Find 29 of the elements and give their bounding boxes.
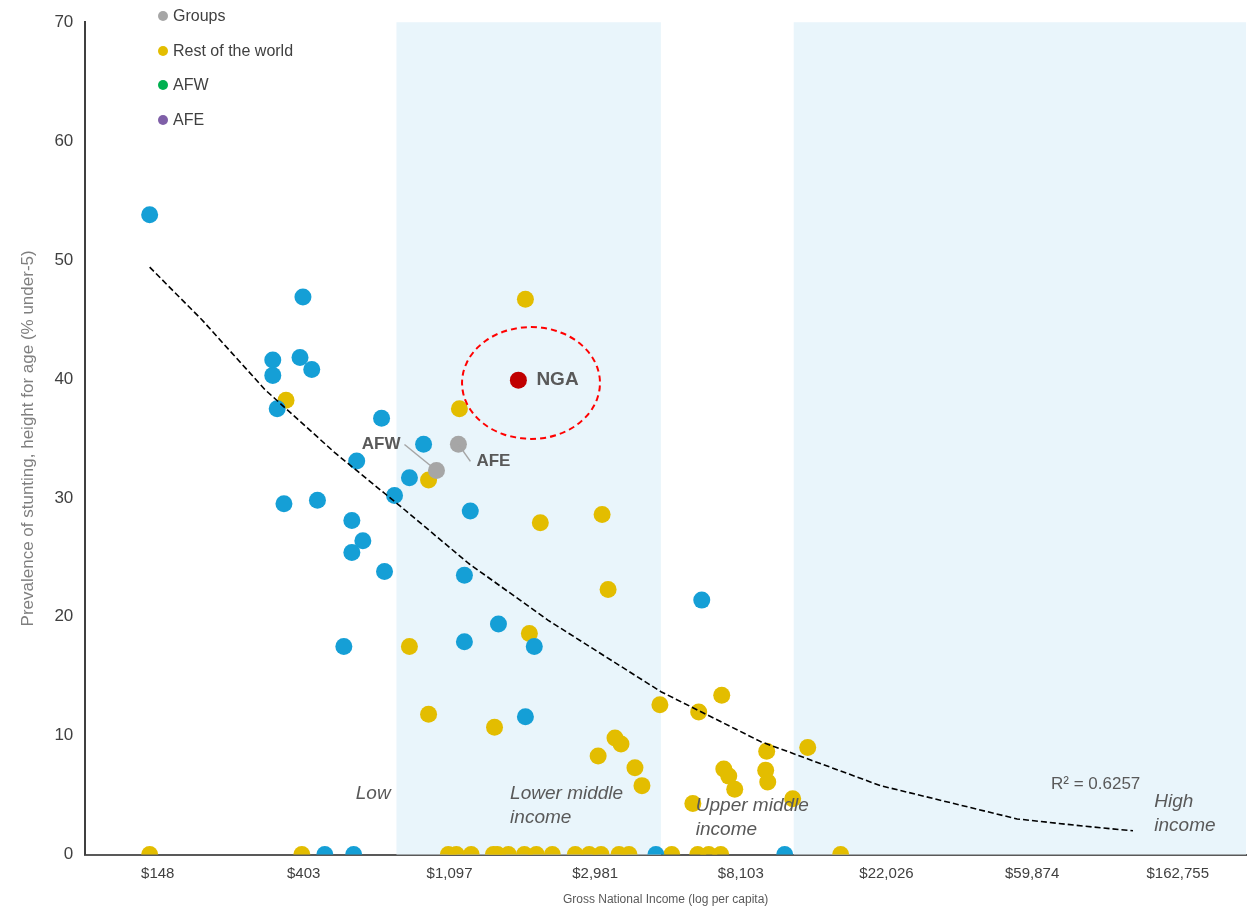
legend-label: Rest of the world — [173, 41, 294, 60]
x-tick-label: $8,103 — [717, 863, 764, 881]
x-tick-label: $403 — [286, 863, 321, 881]
annotation: NGA — [536, 368, 579, 390]
legend-label: Groups — [173, 7, 226, 25]
y-tick-label: 0 — [63, 844, 74, 864]
y-tick-label: 10 — [54, 725, 74, 745]
y-tick-label: 40 — [54, 368, 74, 388]
annotation: High income — [1154, 789, 1216, 835]
annotation: AFW — [361, 434, 402, 454]
x-tick-label: $1,097 — [426, 863, 473, 881]
annotation: Low — [355, 781, 392, 803]
legend-label: AFE — [173, 110, 205, 129]
legend-label: AFW — [173, 76, 209, 94]
x-axis-title: Gross National Income (log per capita) — [562, 892, 769, 907]
x-tick-label: $148 — [141, 863, 175, 881]
y-axis-title: Prevalence of stunting, height for age (% under-5) — [17, 250, 37, 627]
annotation: R² = 0.6257 — [1051, 773, 1141, 793]
y-tick-label: 20 — [54, 606, 74, 626]
x-tick-label: $162,755 — [1146, 863, 1210, 881]
x-tick-label: $2,981 — [572, 863, 619, 881]
y-tick-label: 70 — [54, 11, 74, 31]
y-tick-label: 30 — [54, 487, 74, 507]
x-tick-label: $22,026 — [859, 863, 914, 881]
x-tick-label: $59,874 — [1004, 863, 1060, 881]
y-tick-label: 60 — [54, 130, 74, 150]
y-tick-label: 50 — [54, 249, 74, 269]
annotation: AFE — [476, 451, 511, 471]
annotation: Lower middle income — [510, 781, 624, 827]
